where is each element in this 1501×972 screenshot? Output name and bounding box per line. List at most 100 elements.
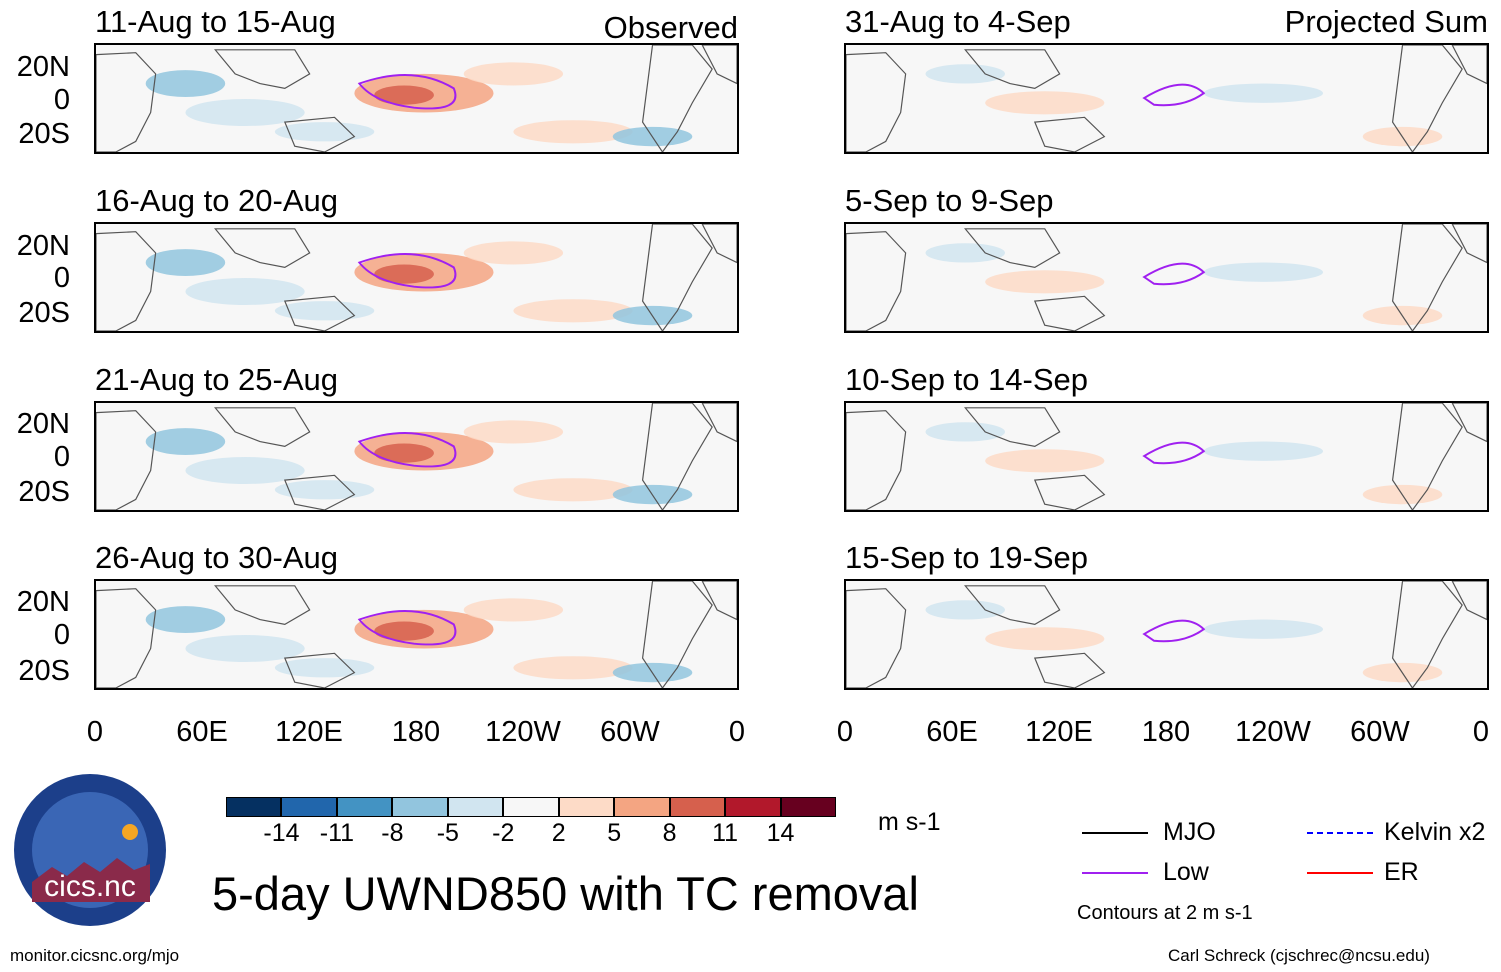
lat-label-20s: 20S	[18, 118, 70, 150]
coastline	[964, 407, 1061, 447]
lat-label-eq: 0	[53, 619, 70, 651]
coastline	[846, 588, 907, 688]
lon-label-180: 180	[1141, 716, 1191, 748]
anomaly-blob	[145, 428, 226, 456]
map-field	[96, 224, 737, 331]
low-contour	[357, 432, 457, 468]
anomaly-blob	[1203, 441, 1324, 461]
colorbar-tick-label: -11	[319, 819, 355, 847]
colorbar-bin	[725, 797, 781, 817]
coastline	[1391, 224, 1463, 331]
coastline	[214, 585, 311, 625]
lon-label-60w: 60W	[1350, 716, 1410, 748]
map-panel-obs-1	[94, 43, 739, 154]
coastline	[96, 52, 157, 152]
map-field	[846, 581, 1487, 688]
lon-label-120w: 120W	[1235, 716, 1311, 748]
colorbar-tick-label: 8	[662, 819, 677, 847]
coastline	[96, 231, 157, 331]
anomaly-blob	[463, 598, 564, 622]
colorbar-bin	[336, 797, 393, 817]
colorbar-tick-label: -2	[492, 819, 515, 847]
coastline	[1391, 403, 1463, 510]
lon-label-60e: 60E	[926, 716, 978, 748]
lon-label-120w: 120W	[485, 716, 561, 748]
anomaly-blob	[145, 606, 226, 634]
panel-title-obs-1: 11-Aug to 15-Aug	[95, 4, 336, 39]
anomaly-blob	[513, 478, 633, 502]
coastline	[96, 410, 157, 510]
anomaly-blob	[274, 658, 375, 678]
colorbar-tick-label: 5	[607, 819, 622, 847]
anomaly-blob	[463, 420, 564, 444]
lat-label-20s: 20S	[18, 297, 70, 329]
coastline	[701, 224, 737, 264]
legend-line-mjo	[1082, 832, 1148, 834]
anomaly-blob	[185, 98, 305, 126]
map-field	[96, 45, 737, 152]
coastline	[1033, 295, 1106, 331]
lon-label-0-end: 0	[1472, 716, 1490, 748]
coastline	[1451, 224, 1487, 264]
coastline	[641, 224, 713, 331]
coastline	[701, 45, 737, 85]
lat-label-eq: 0	[53, 262, 70, 294]
lat-label-20n: 20N	[16, 586, 70, 618]
coastline	[701, 403, 737, 443]
logo-text: cics.nc	[44, 870, 136, 903]
coastline	[283, 116, 356, 152]
coastline	[641, 403, 713, 510]
panel-title-obs-3: 21-Aug to 25-Aug	[95, 362, 339, 397]
colorbar-bin	[392, 797, 448, 817]
lat-label-eq: 0	[53, 441, 70, 473]
colorbar-bin	[614, 797, 670, 817]
map-panel-proj-2	[844, 222, 1489, 333]
low-contour	[357, 253, 457, 289]
map-panel-proj-3	[844, 401, 1489, 512]
chart-title: 5-day UWND850 with TC removal	[212, 867, 919, 920]
coastline	[214, 49, 311, 89]
colorbar-tick-label: -5	[436, 819, 459, 847]
colorbar-tick-label: 2	[551, 819, 566, 847]
coastline	[1033, 652, 1106, 688]
anomaly-blob	[374, 85, 434, 105]
map-field	[96, 581, 737, 688]
legend-label-kelvin: Kelvin x2	[1384, 818, 1486, 846]
colorbar-units: m s-1	[878, 808, 941, 836]
anomaly-blob	[925, 64, 1006, 84]
footer-url[interactable]: monitor.cicsnc.org/mjo	[10, 946, 180, 965]
projected-label: Projected Sum	[1284, 4, 1488, 39]
colorbar-tick-label: -8	[381, 819, 404, 847]
legend-label-low: Low	[1163, 858, 1209, 886]
map-panel-proj-1	[844, 43, 1489, 154]
coastline	[846, 410, 907, 510]
legend-label-er: ER	[1384, 858, 1419, 886]
coastline	[846, 231, 907, 331]
low-contour	[1142, 619, 1206, 643]
lon-label-60w: 60W	[600, 716, 660, 748]
colorbar-bin	[669, 797, 726, 817]
coastline	[1033, 474, 1106, 510]
anomaly-blob	[185, 456, 305, 484]
anomaly-blob	[185, 277, 305, 305]
lon-label-0: 0	[836, 716, 854, 748]
coastline	[283, 652, 356, 688]
colorbar-tick-label: 14	[766, 819, 795, 847]
anomaly-blob	[374, 621, 434, 641]
coastline	[214, 228, 311, 268]
anomaly-blob	[274, 301, 375, 321]
colorbar-tick-label: 11	[712, 819, 739, 847]
colorbar-bin	[780, 797, 836, 817]
contour-note: Contours at 2 m s-1	[1077, 902, 1253, 924]
lat-label-20n: 20N	[16, 230, 70, 262]
anomaly-blob	[145, 70, 226, 98]
anomaly-blob	[463, 62, 564, 86]
coastline	[964, 585, 1061, 625]
anomaly-blob	[374, 264, 434, 284]
map-panel-obs-3	[94, 401, 739, 512]
lon-label-120e: 120E	[275, 716, 343, 748]
anomaly-blob	[985, 91, 1105, 115]
coastline	[701, 581, 737, 621]
panel-title-obs-2: 16-Aug to 20-Aug	[95, 183, 339, 218]
anomaly-blob	[925, 243, 1006, 263]
